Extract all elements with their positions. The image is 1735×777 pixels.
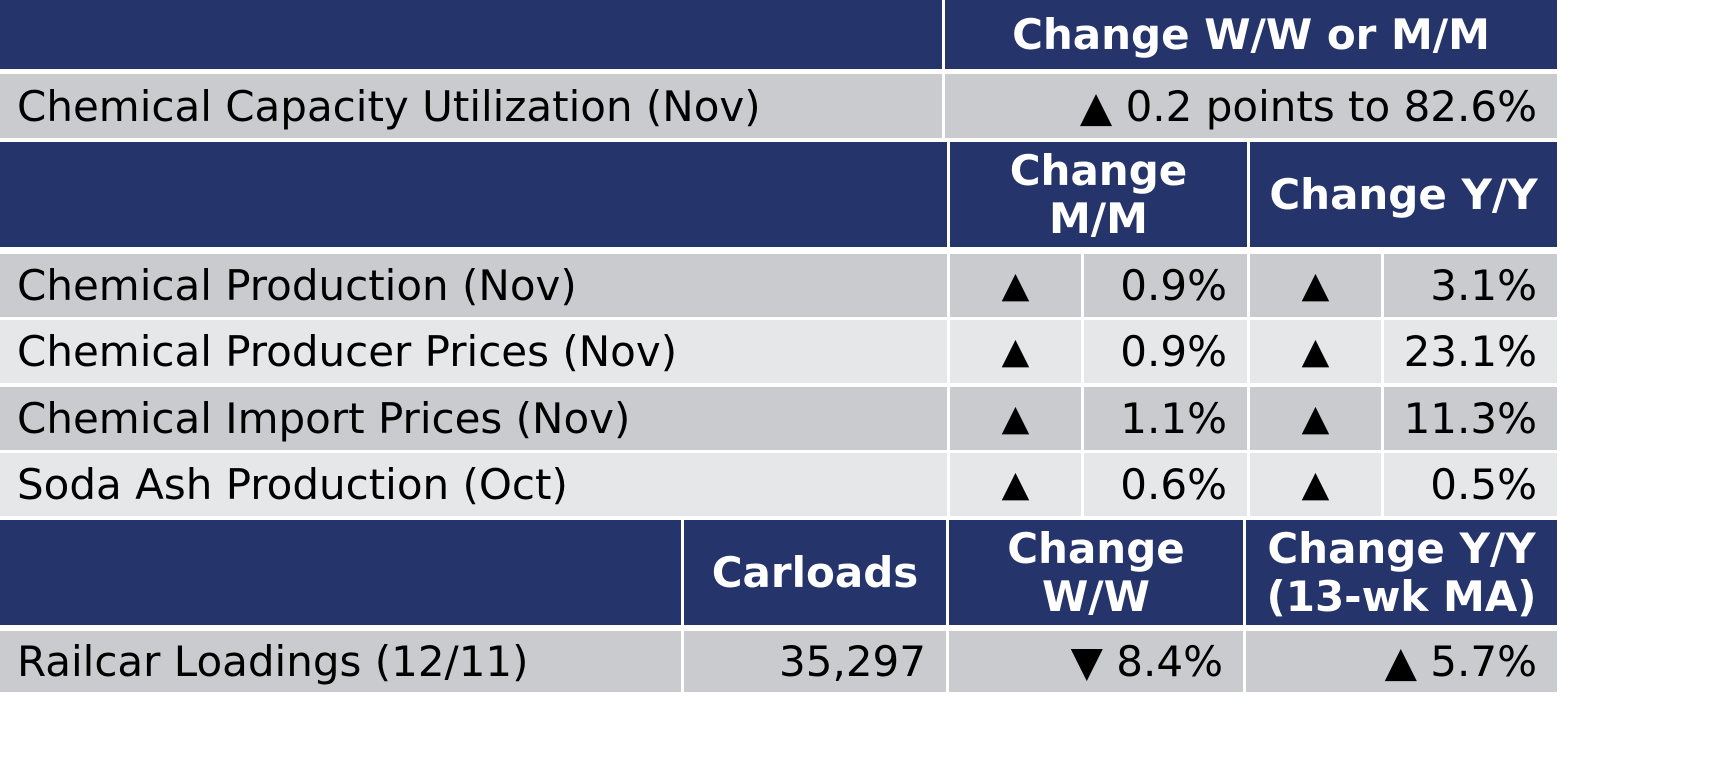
row-yy-value-text: 23.1% <box>1403 327 1537 376</box>
header3-change-yy: Change Y/Y (13-wk MA) <box>1246 520 1557 625</box>
header3-change-ww: Change W/W <box>949 520 1243 625</box>
railcar-change-yy-text: ▲ 5.7% <box>1384 637 1537 686</box>
row-yy-value: 0.5% <box>1384 453 1557 516</box>
row-yy-value-text: 0.5% <box>1430 460 1537 509</box>
row-yy-value: 23.1% <box>1384 320 1557 383</box>
up-arrow-icon: ▲ <box>1001 331 1030 372</box>
header1-label-blank <box>0 0 942 69</box>
capacity-change-text: ▲ 0.2 points to 82.6% <box>1079 81 1537 131</box>
row-yy-value: 3.1% <box>1384 254 1557 317</box>
header3-label-blank <box>0 520 681 625</box>
header2-change-mm-line2: M/M <box>1049 193 1148 243</box>
row-mm-arrow: ▲ <box>950 320 1081 383</box>
header3-change-yy-line2: (13-wk MA) <box>1266 571 1537 621</box>
railcar-label: Railcar Loadings (12/11) <box>0 631 681 692</box>
row-label: Chemical Import Prices (Nov) <box>0 387 947 450</box>
header2-change-mm-line1: Change <box>1009 145 1188 195</box>
row-label-text: Chemical Producer Prices (Nov) <box>17 327 678 376</box>
row-mm-value: 0.6% <box>1084 453 1247 516</box>
row-mm-arrow: ▲ <box>950 453 1081 516</box>
row-yy-arrow: ▲ <box>1250 320 1381 383</box>
header3-change-yy-line1: Change Y/Y <box>1267 523 1536 573</box>
up-arrow-icon: ▲ <box>1301 265 1330 306</box>
row-yy-value-text: 3.1% <box>1430 261 1537 310</box>
header3-carloads-text: Carloads <box>711 547 919 597</box>
row-label: Chemical Producer Prices (Nov) <box>0 320 947 383</box>
header2-label-blank <box>0 142 947 247</box>
row-mm-value-text: 0.6% <box>1120 460 1227 509</box>
railcar-carloads: 35,297 <box>684 631 946 692</box>
railcar-label-text: Railcar Loadings (12/11) <box>17 637 529 686</box>
header2-change-mm: Change M/M <box>950 142 1247 247</box>
capacity-label-text: Chemical Capacity Utilization (Nov) <box>17 81 761 131</box>
header3-carloads: Carloads <box>684 520 946 625</box>
row-yy-arrow: ▲ <box>1250 254 1381 317</box>
up-arrow-icon: ▲ <box>1301 464 1330 505</box>
up-arrow-icon: ▲ <box>1001 398 1030 439</box>
row-mm-value: 0.9% <box>1084 320 1247 383</box>
row-label-text: Chemical Production (Nov) <box>17 261 577 310</box>
railcar-change-yy: ▲ 5.7% <box>1246 631 1557 692</box>
railcar-carloads-text: 35,297 <box>779 637 926 686</box>
capacity-change: ▲ 0.2 points to 82.6% <box>945 74 1557 138</box>
up-arrow-icon: ▲ <box>1301 398 1330 439</box>
row-label: Chemical Production (Nov) <box>0 254 947 317</box>
up-arrow-icon: ▲ <box>1301 331 1330 372</box>
row-yy-value-text: 11.3% <box>1403 394 1537 443</box>
header2-change-yy: Change Y/Y <box>1250 142 1557 247</box>
row-label: Soda Ash Production (Oct) <box>0 453 947 516</box>
header2-change-yy-text: Change Y/Y <box>1269 169 1538 219</box>
header3-change-ww-line2: W/W <box>1041 571 1150 621</box>
row-label-text: Soda Ash Production (Oct) <box>17 460 568 509</box>
row-mm-value-text: 1.1% <box>1120 394 1227 443</box>
railcar-change-ww: ▼ 8.4% <box>949 631 1243 692</box>
railcar-change-ww-text: ▼ 8.4% <box>1070 637 1223 686</box>
header1-change-text: Change W/W or M/M <box>1012 9 1490 59</box>
row-mm-value-text: 0.9% <box>1120 327 1227 376</box>
row-yy-arrow: ▲ <box>1250 453 1381 516</box>
row-mm-value-text: 0.9% <box>1120 261 1227 310</box>
capacity-label: Chemical Capacity Utilization (Nov) <box>0 74 942 138</box>
row-label-text: Chemical Import Prices (Nov) <box>17 394 631 443</box>
header3-change-ww-line1: Change <box>1007 523 1185 573</box>
row-mm-value: 0.9% <box>1084 254 1247 317</box>
row-yy-arrow: ▲ <box>1250 387 1381 450</box>
header1-change-ww-mm: Change W/W or M/M <box>945 0 1557 69</box>
row-yy-value: 11.3% <box>1384 387 1557 450</box>
row-mm-arrow: ▲ <box>950 387 1081 450</box>
row-mm-value: 1.1% <box>1084 387 1247 450</box>
row-mm-arrow: ▲ <box>950 254 1081 317</box>
up-arrow-icon: ▲ <box>1001 265 1030 306</box>
up-arrow-icon: ▲ <box>1001 464 1030 505</box>
